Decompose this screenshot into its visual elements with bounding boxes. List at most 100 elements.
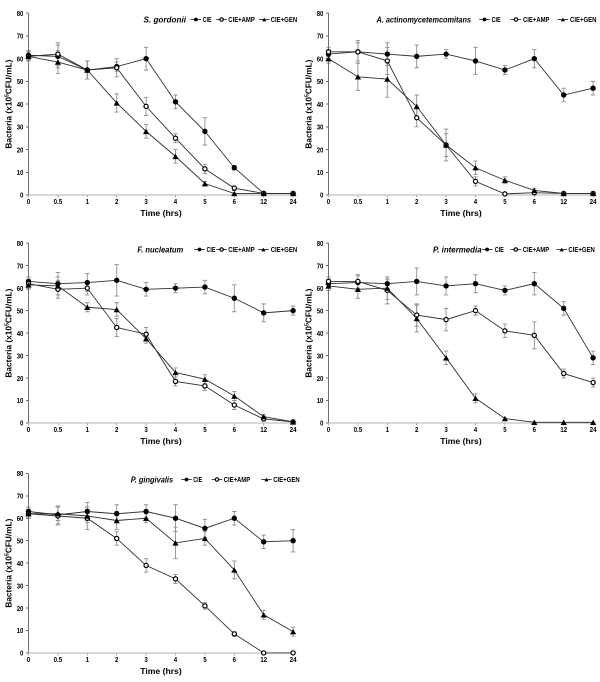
svg-text:12: 12	[260, 655, 267, 664]
svg-text:60: 60	[17, 514, 24, 523]
svg-text:0: 0	[27, 197, 30, 206]
svg-text:80: 80	[317, 239, 324, 248]
svg-text:3: 3	[144, 655, 147, 664]
svg-text:Time (hrs): Time (hrs)	[140, 208, 182, 218]
svg-text:70: 70	[17, 32, 24, 41]
svg-text:0.5: 0.5	[354, 425, 363, 434]
svg-text:12: 12	[260, 197, 267, 206]
svg-text:CIE: CIE	[193, 477, 202, 484]
svg-text:0: 0	[27, 425, 30, 434]
svg-text:60: 60	[17, 284, 24, 293]
svg-text:5: 5	[503, 425, 506, 434]
svg-text:70: 70	[17, 491, 24, 500]
svg-text:0: 0	[327, 197, 330, 206]
svg-text:20: 20	[17, 604, 24, 613]
svg-text:24: 24	[290, 197, 297, 206]
svg-text:6: 6	[233, 425, 236, 434]
svg-text:24: 24	[590, 197, 597, 206]
svg-text:0.5: 0.5	[54, 425, 63, 434]
svg-text:80: 80	[317, 9, 324, 18]
svg-text:CIE+AMP: CIE+AMP	[228, 17, 255, 24]
svg-text:80: 80	[17, 9, 24, 18]
svg-text:CIE: CIE	[203, 17, 212, 24]
svg-text:2: 2	[115, 197, 118, 206]
svg-text:10: 10	[317, 396, 324, 405]
svg-text:0.5: 0.5	[54, 197, 63, 206]
svg-text:0: 0	[20, 649, 23, 658]
svg-text:4: 4	[174, 655, 177, 664]
svg-text:80: 80	[17, 239, 24, 248]
svg-text:3: 3	[144, 425, 147, 434]
svg-text:Time (hrs): Time (hrs)	[140, 666, 182, 676]
svg-text:Bacteria (x105CFU/mL): Bacteria (x105CFU/mL)	[4, 288, 14, 377]
svg-text:6: 6	[233, 197, 236, 206]
svg-text:CIE+GEN: CIE+GEN	[570, 17, 597, 24]
svg-text:S. gordonii: S. gordonii	[144, 15, 187, 25]
svg-text:30: 30	[17, 123, 24, 132]
svg-text:80: 80	[17, 469, 24, 478]
svg-text:CIE: CIE	[495, 247, 504, 254]
svg-text:CIE+GEN: CIE+GEN	[271, 247, 298, 254]
svg-text:4: 4	[174, 197, 177, 206]
svg-text:CIE+GEN: CIE+GEN	[273, 477, 300, 484]
svg-text:P. intermedia: P. intermedia	[433, 245, 482, 255]
svg-text:A. actinomycetemcomitans: A. actinomycetemcomitans	[376, 15, 472, 25]
svg-text:5: 5	[503, 197, 506, 206]
svg-text:70: 70	[317, 261, 324, 270]
svg-text:2: 2	[115, 425, 118, 434]
svg-text:2: 2	[115, 655, 118, 664]
svg-text:0: 0	[320, 191, 323, 200]
svg-text:CIE: CIE	[207, 247, 216, 254]
svg-text:CIE+GEN: CIE+GEN	[568, 247, 595, 254]
svg-text:Bacteria (x105CFU/mL): Bacteria (x105CFU/mL)	[4, 519, 14, 608]
svg-text:0: 0	[327, 425, 330, 434]
svg-text:70: 70	[317, 32, 324, 41]
svg-text:P. gingivalis: P. gingivalis	[131, 475, 173, 485]
svg-text:0: 0	[27, 655, 30, 664]
svg-text:50: 50	[317, 77, 324, 86]
svg-text:50: 50	[17, 536, 24, 545]
svg-text:40: 40	[17, 559, 24, 568]
svg-text:5: 5	[203, 655, 206, 664]
svg-text:20: 20	[317, 145, 324, 154]
svg-text:24: 24	[290, 655, 297, 664]
svg-text:30: 30	[317, 351, 324, 360]
svg-text:3: 3	[444, 197, 447, 206]
svg-text:30: 30	[17, 581, 24, 590]
svg-text:0: 0	[20, 419, 23, 428]
svg-text:24: 24	[290, 425, 297, 434]
svg-text:50: 50	[17, 77, 24, 86]
svg-text:30: 30	[317, 123, 324, 132]
svg-text:70: 70	[17, 261, 24, 270]
svg-text:4: 4	[474, 197, 477, 206]
svg-text:Time (hrs): Time (hrs)	[140, 436, 182, 446]
svg-text:CIE+AMP: CIE+AMP	[224, 477, 251, 484]
svg-text:60: 60	[317, 284, 324, 293]
svg-text:CIE+GEN: CIE+GEN	[271, 17, 298, 24]
svg-text:Bacteria (x105CFU/mL): Bacteria (x105CFU/mL)	[4, 59, 14, 148]
svg-text:50: 50	[17, 306, 24, 315]
svg-text:40: 40	[317, 100, 324, 109]
svg-text:4: 4	[474, 425, 477, 434]
svg-text:1: 1	[86, 425, 89, 434]
svg-text:CIE+AMP: CIE+AMP	[228, 247, 255, 254]
svg-text:1: 1	[386, 197, 389, 206]
svg-text:6: 6	[533, 425, 536, 434]
svg-text:2: 2	[415, 197, 418, 206]
svg-text:30: 30	[17, 351, 24, 360]
svg-text:12: 12	[560, 197, 567, 206]
svg-text:F. nucleatum: F. nucleatum	[137, 245, 183, 255]
svg-text:3: 3	[144, 197, 147, 206]
svg-text:40: 40	[17, 329, 24, 338]
svg-text:CIE: CIE	[492, 17, 501, 24]
svg-text:Bacteria (x105CFU/mL): Bacteria (x105CFU/mL)	[304, 288, 314, 377]
svg-text:2: 2	[415, 425, 418, 434]
svg-text:Time (hrs): Time (hrs)	[440, 436, 482, 446]
svg-text:12: 12	[260, 425, 267, 434]
svg-text:60: 60	[17, 54, 24, 63]
svg-text:Bacteria (x105CFU/mL): Bacteria (x105CFU/mL)	[304, 59, 314, 148]
svg-text:40: 40	[17, 100, 24, 109]
svg-text:10: 10	[17, 396, 24, 405]
svg-text:0.5: 0.5	[354, 197, 363, 206]
svg-text:24: 24	[590, 425, 597, 434]
